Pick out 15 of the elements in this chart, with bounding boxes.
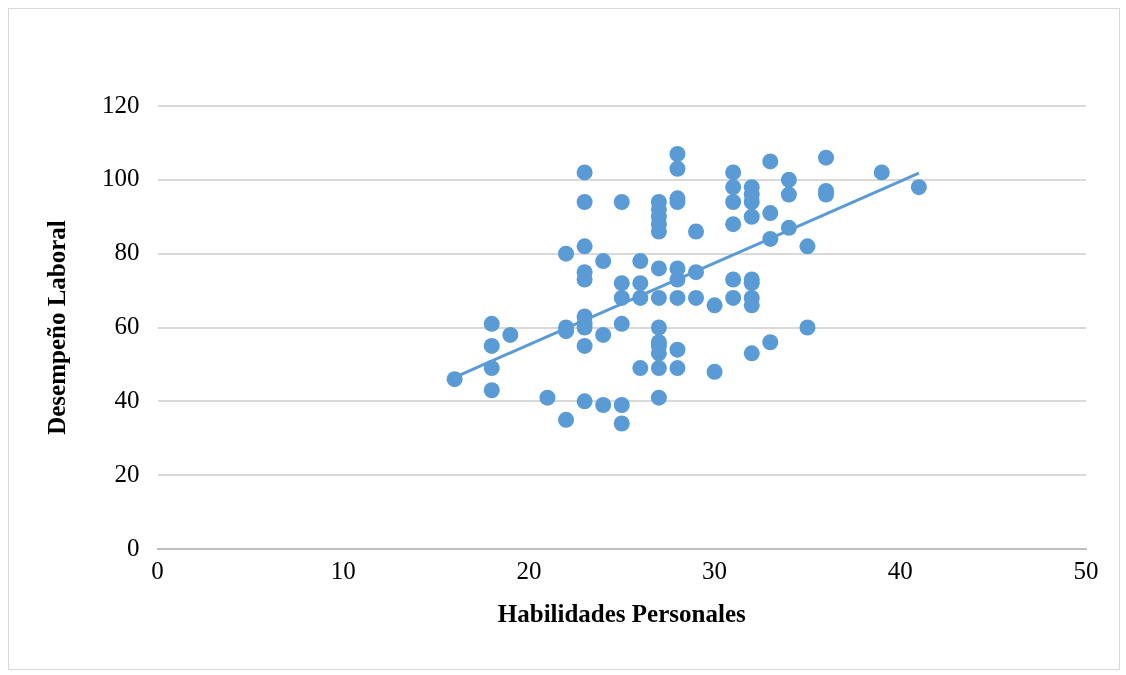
y-tick-label: 20	[114, 459, 140, 487]
x-tick-label: 10	[330, 556, 356, 584]
y-tick-label: 100	[102, 164, 140, 192]
x-tick-label: 20	[516, 556, 542, 584]
y-tick-label: 120	[102, 90, 140, 118]
x-tick-label: 30	[702, 556, 728, 584]
y-tick-label: 60	[114, 312, 140, 340]
x-tick-label: 0	[151, 556, 164, 584]
y-axis-title: Desempeño Laboral	[43, 220, 71, 435]
x-tick-label: 40	[887, 556, 913, 584]
y-tick-label: 80	[114, 238, 140, 266]
x-axis-title: Habilidades Personales	[497, 600, 746, 628]
x-tick-label: 50	[1073, 556, 1099, 584]
y-tick-label: 40	[114, 385, 140, 413]
y-tick-label: 0	[127, 533, 140, 561]
